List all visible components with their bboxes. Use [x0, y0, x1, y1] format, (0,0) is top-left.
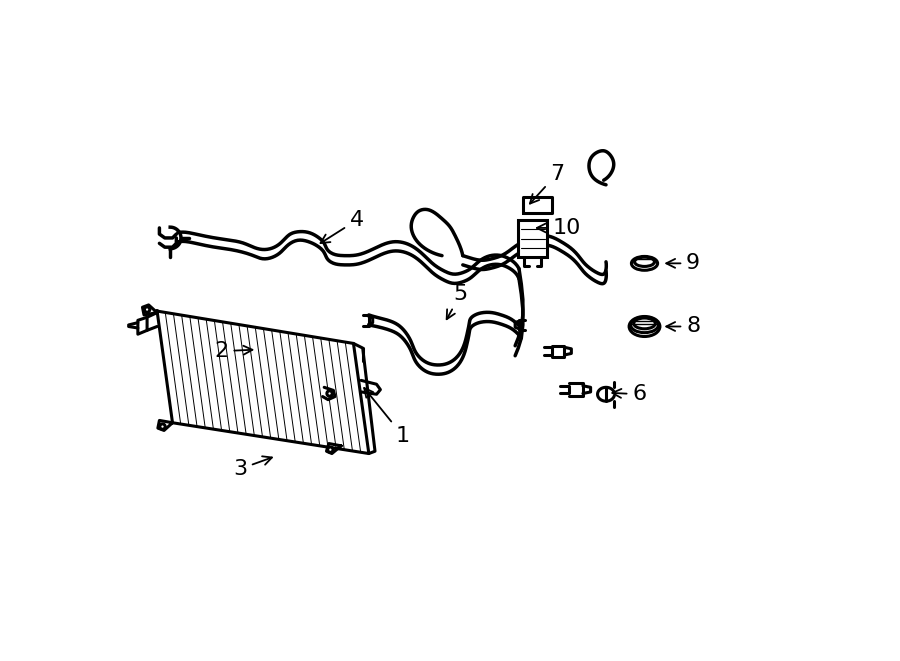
Ellipse shape — [629, 317, 660, 336]
Circle shape — [327, 391, 332, 396]
Ellipse shape — [634, 257, 654, 266]
Ellipse shape — [634, 318, 655, 329]
Text: 3: 3 — [233, 456, 272, 479]
Text: 10: 10 — [537, 218, 580, 238]
Circle shape — [144, 307, 149, 312]
Circle shape — [160, 424, 166, 429]
Text: 9: 9 — [666, 253, 700, 274]
Ellipse shape — [631, 317, 659, 332]
Text: 7: 7 — [530, 164, 564, 204]
Text: 1: 1 — [364, 388, 410, 446]
Text: 8: 8 — [666, 317, 700, 336]
Text: 5: 5 — [446, 284, 468, 319]
Text: 6: 6 — [612, 384, 646, 405]
Text: 4: 4 — [320, 210, 364, 243]
Circle shape — [328, 447, 333, 452]
Text: 2: 2 — [214, 341, 252, 361]
FancyBboxPatch shape — [518, 220, 547, 257]
Ellipse shape — [632, 256, 658, 270]
